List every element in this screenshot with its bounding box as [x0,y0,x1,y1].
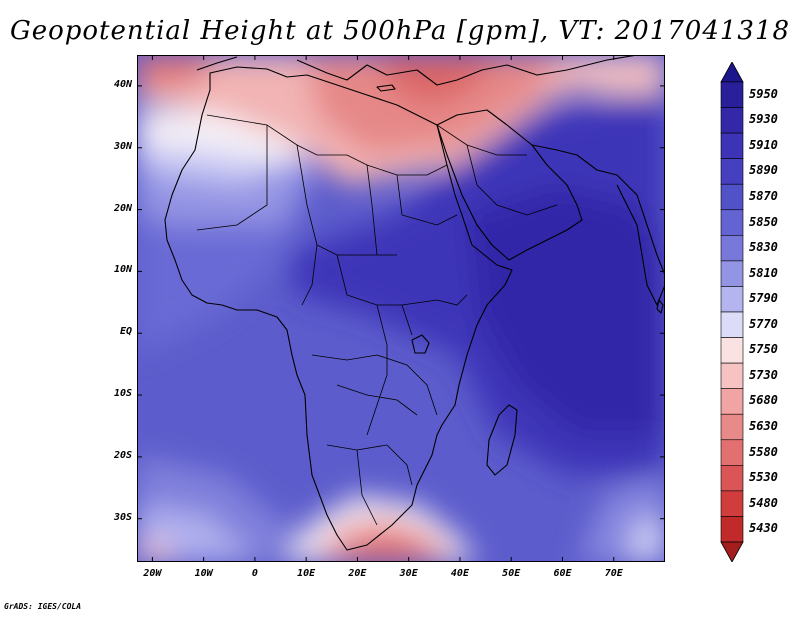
srilanka-coastline [656,299,664,314]
colorbar-top-arrow [720,62,744,83]
colorbar-bottom-arrow [720,541,744,562]
x-tick-label: 0 [251,568,258,579]
y-tick-label: 10N [113,264,132,276]
colorbar-label: 5430 [749,521,778,536]
madagascar-coastline [486,404,518,476]
y-tick-label: 30N [113,140,132,152]
field-very-high [467,185,665,435]
geopotential-map [137,55,665,562]
india-coastline [616,184,665,306]
colorbar-label: 5830 [749,240,778,255]
x-tick-label: 10E [297,568,316,579]
colorbar-label: 5810 [749,265,778,280]
x-tick-label: 20E [348,568,367,579]
colorbar [720,62,744,562]
colorbar-swatch [720,209,744,236]
y-tick-label: 40N [113,78,132,90]
field-north-dark [377,55,497,105]
colorbar-swatch [720,516,744,543]
x-tick-label: 40E [450,568,469,579]
axis-ticks [137,55,665,562]
colorbar-swatch [720,260,744,287]
y-tick-label: 10S [113,388,132,400]
colorbar-swatch [720,413,744,441]
lake-victoria [411,334,430,354]
colorbar-swatch [720,362,744,389]
arabia-coastline [436,109,583,261]
colorbar-swatch [720,183,744,211]
field-south-red [337,535,437,562]
field-ne-pink [567,55,665,95]
colorbar-swatch [720,158,744,185]
y-tick-label: 20S [113,449,132,461]
colorbar-label: 5950 [749,86,778,101]
x-tick-label: 10W [194,568,213,579]
grads-credit: GrADS: IGES/COLA [4,602,82,611]
colorbar-label: 5870 [749,189,778,203]
field-north-red [307,55,557,155]
colorbar-label: 5680 [749,393,778,408]
colorbar-label: 5770 [749,316,778,331]
field-nw-red [137,55,217,90]
colorbar-label: 5530 [749,470,778,485]
colorbar-swatch [720,439,744,466]
colorbar-label: 5890 [749,163,778,178]
map-frame [137,55,665,562]
field-sw-pink [137,540,177,562]
x-tick-label: 20W [143,568,162,579]
colorbar-label: 5910 [749,137,778,152]
colorbar-swatch [720,388,744,415]
x-tick-label: 50E [502,568,521,579]
colorbar-swatch [720,311,744,338]
country-borders [196,114,558,526]
colorbar-label: 5480 [749,495,778,510]
colorbar-swatch [720,490,744,517]
colorbar-swatch [720,81,744,108]
x-tick-label: 70E [604,568,623,579]
y-tick-label: 20N [113,202,132,214]
colorbar-swatch [720,132,744,159]
colorbar-swatch [720,235,744,262]
colorbar-label: 5580 [749,444,778,459]
x-tick-label: 60E [553,568,572,579]
colorbar-label: 5930 [749,112,778,127]
crete-coastline [376,84,396,92]
colorbar-swatch [720,286,744,313]
y-tick-label: 30S [113,511,132,523]
map-panel [137,55,665,562]
colorbar-label: 5850 [749,214,778,229]
field-se-lighter [627,515,665,562]
europe-coastline [196,55,638,86]
colorbar-swatch [720,465,744,492]
colorbar-swatch [720,107,744,134]
colorbar-label: 5730 [749,367,778,382]
x-tick-label: 30E [399,568,418,579]
colorbar-label: 5630 [749,419,778,433]
asia-coastline [531,144,665,276]
colorbar-swatch [720,337,744,364]
chart-title: Geopotential Height at 500hPa [gpm], VT:… [9,16,791,46]
y-tick-label: EQ [119,326,132,338]
colorbar-label: 5750 [749,342,778,357]
colorbar-label: 5790 [749,291,778,306]
